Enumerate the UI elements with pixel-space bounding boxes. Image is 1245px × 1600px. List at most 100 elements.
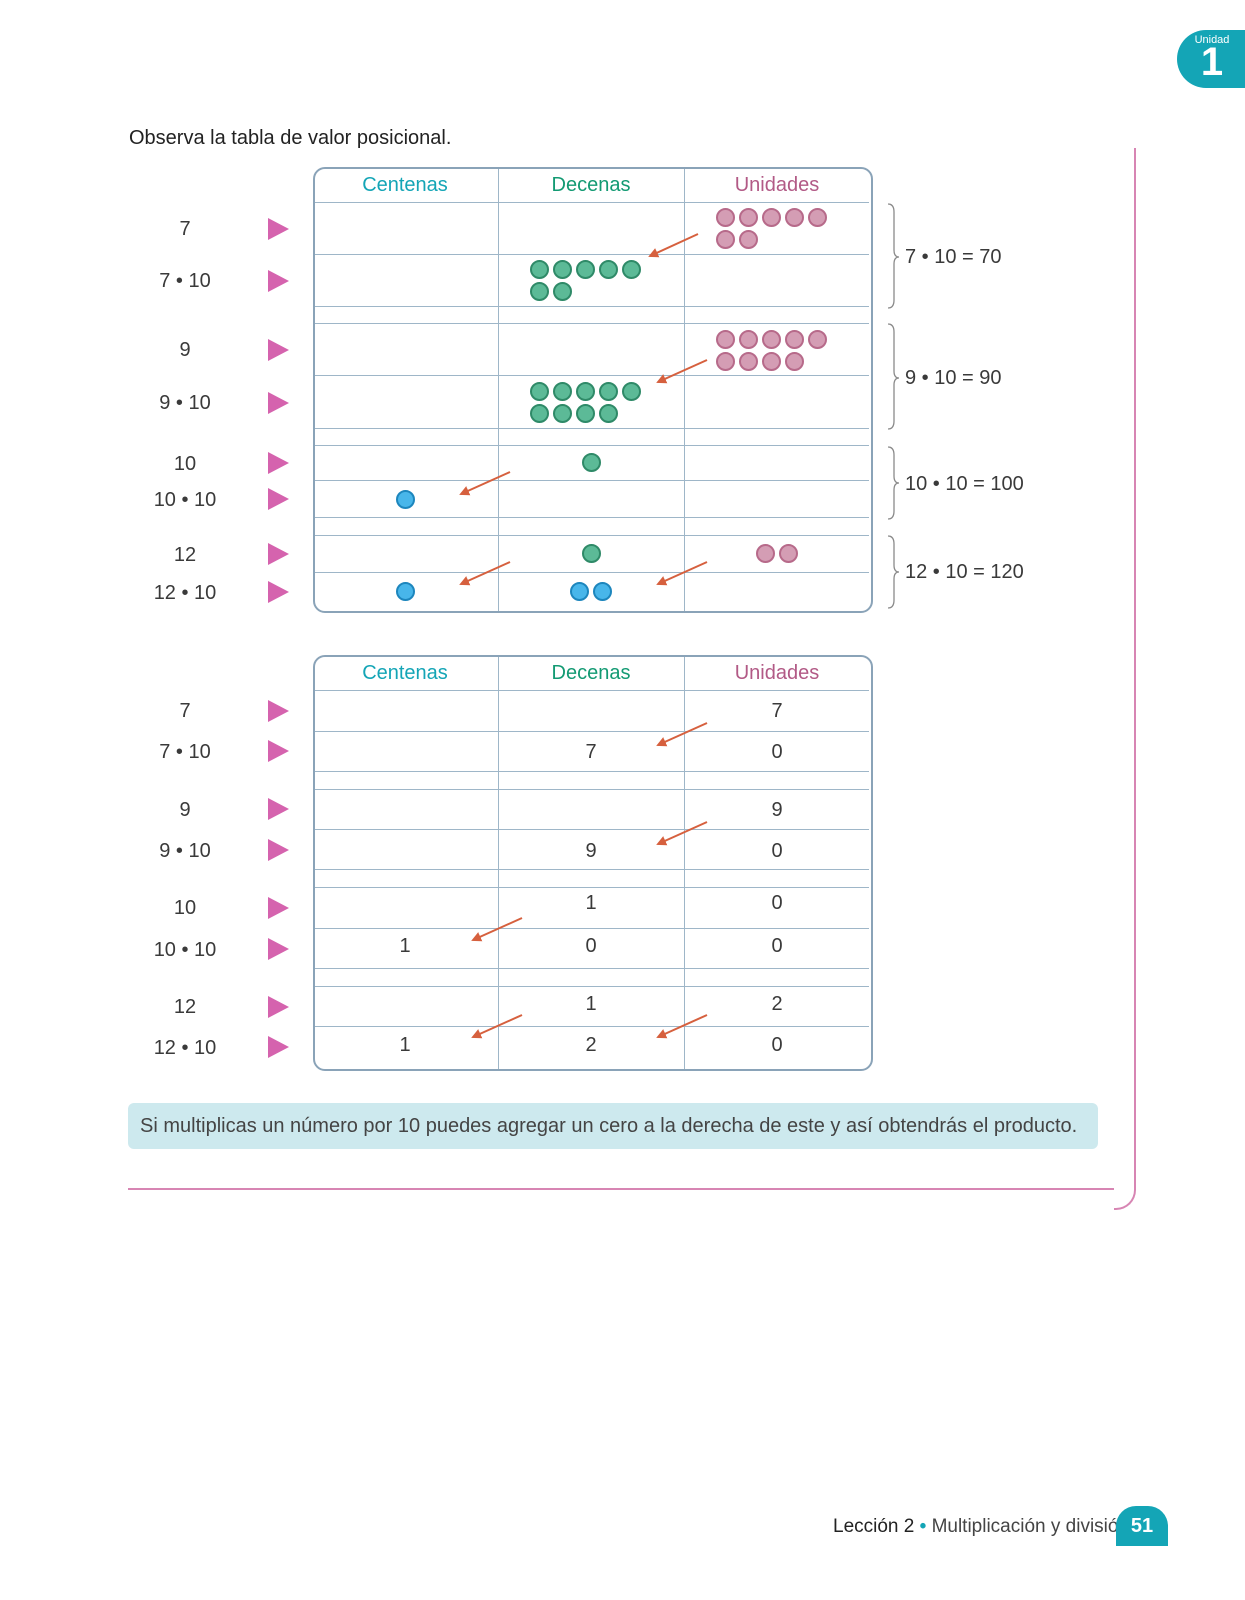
row-label: 10 • 10 xyxy=(153,489,217,511)
ten-counter xyxy=(582,453,601,472)
ten-counter xyxy=(553,282,572,301)
ten-counter xyxy=(553,382,572,401)
ten-counter xyxy=(576,404,595,423)
arrow-icon xyxy=(656,561,708,586)
unit-counter xyxy=(716,330,735,349)
unit-counter xyxy=(756,544,775,563)
table2-col-divider-2 xyxy=(684,657,685,1069)
table1-row-divider xyxy=(315,517,869,518)
brace-icon xyxy=(887,446,900,520)
brace-icon xyxy=(887,203,900,309)
row-label: 10 xyxy=(173,453,197,475)
unit-counter xyxy=(785,330,804,349)
table2-row-divider xyxy=(315,887,869,888)
arrow-icon xyxy=(459,471,511,496)
unit-counter xyxy=(762,352,781,371)
table2-row-divider xyxy=(315,928,869,929)
row-label: 7 • 10 xyxy=(159,741,211,763)
row-label: 7 xyxy=(179,218,191,240)
ten-counter xyxy=(530,282,549,301)
footer: Lección 2 • Multiplicación y división xyxy=(833,1516,1129,1538)
tip-note: Si multiplicas un número por 10 puedes a… xyxy=(128,1103,1098,1149)
row-label: 7 xyxy=(179,700,191,722)
arrow-icon xyxy=(656,359,708,384)
unit-counter xyxy=(785,208,804,227)
table1-row-divider xyxy=(315,535,869,536)
brace-icon xyxy=(887,323,900,430)
table1-col-divider-1 xyxy=(498,169,499,611)
arrow-icon xyxy=(656,722,708,747)
table1-row-divider xyxy=(315,428,869,429)
unidades-digit: 0 xyxy=(771,935,783,957)
page-number: 51 xyxy=(1116,1506,1168,1546)
table2-row-divider xyxy=(315,829,869,830)
ten-counter xyxy=(582,544,601,563)
triangle-marker-icon xyxy=(268,839,289,861)
decenas-digit: 1 xyxy=(585,892,597,914)
table2-row-divider xyxy=(315,986,869,987)
triangle-marker-icon xyxy=(268,543,289,565)
table2-col-divider-1 xyxy=(498,657,499,1069)
ten-counter xyxy=(576,260,595,279)
hundred-counter xyxy=(593,582,612,601)
unit-counter xyxy=(716,352,735,371)
unidades-digit: 9 xyxy=(771,799,783,821)
ten-counter xyxy=(599,404,618,423)
table2-row-divider xyxy=(315,731,869,732)
unit-tab-label: Unidad xyxy=(1194,34,1230,46)
unit-counter xyxy=(762,330,781,349)
row-label: 9 xyxy=(179,799,191,821)
table2-row-divider xyxy=(315,771,869,772)
table1-row-divider xyxy=(315,480,869,481)
frame-border-bottom xyxy=(128,1188,1114,1190)
unit-counter xyxy=(779,544,798,563)
arrow-icon xyxy=(471,917,523,942)
ten-counter xyxy=(576,382,595,401)
ten-counter xyxy=(599,260,618,279)
triangle-marker-icon xyxy=(268,488,289,510)
table1-header-decenas: Decenas xyxy=(551,174,631,196)
unit-counter xyxy=(808,208,827,227)
triangle-marker-icon xyxy=(268,581,289,603)
row-label: 12 xyxy=(173,996,197,1018)
triangle-marker-icon xyxy=(268,339,289,361)
triangle-marker-icon xyxy=(268,700,289,722)
unidades-digit: 0 xyxy=(771,892,783,914)
ten-counter xyxy=(530,382,549,401)
table2-row-divider xyxy=(315,789,869,790)
unit-tab: Unidad 1 xyxy=(1177,30,1245,88)
row-label: 9 xyxy=(179,339,191,361)
place-value-table-digits xyxy=(313,655,873,1071)
table2-header-decenas: Decenas xyxy=(551,662,631,684)
hundred-counter xyxy=(396,582,415,601)
triangle-marker-icon xyxy=(268,996,289,1018)
table1-row-divider xyxy=(315,323,869,324)
unidades-digit: 0 xyxy=(771,741,783,763)
unit-counter xyxy=(785,352,804,371)
equation: 7 • 10 = 70 xyxy=(905,246,1002,268)
unidades-digit: 0 xyxy=(771,840,783,862)
triangle-marker-icon xyxy=(268,1036,289,1058)
triangle-marker-icon xyxy=(268,452,289,474)
arrow-icon xyxy=(656,1014,708,1039)
unit-counter xyxy=(762,208,781,227)
row-label: 12 • 10 xyxy=(153,582,217,604)
arrow-icon xyxy=(471,1014,523,1039)
ten-counter xyxy=(599,382,618,401)
row-label: 9 • 10 xyxy=(159,392,211,414)
ten-counter xyxy=(553,260,572,279)
triangle-marker-icon xyxy=(268,938,289,960)
unidades-digit: 7 xyxy=(771,700,783,722)
triangle-marker-icon xyxy=(268,270,289,292)
triangle-marker-icon xyxy=(268,897,289,919)
unidades-digit: 0 xyxy=(771,1034,783,1056)
table1-row-divider xyxy=(315,445,869,446)
hundred-counter xyxy=(570,582,589,601)
ten-counter xyxy=(530,260,549,279)
unit-counter xyxy=(739,352,758,371)
ten-counter xyxy=(553,404,572,423)
table2-row-divider xyxy=(315,968,869,969)
triangle-marker-icon xyxy=(268,218,289,240)
table1-row-divider xyxy=(315,254,869,255)
